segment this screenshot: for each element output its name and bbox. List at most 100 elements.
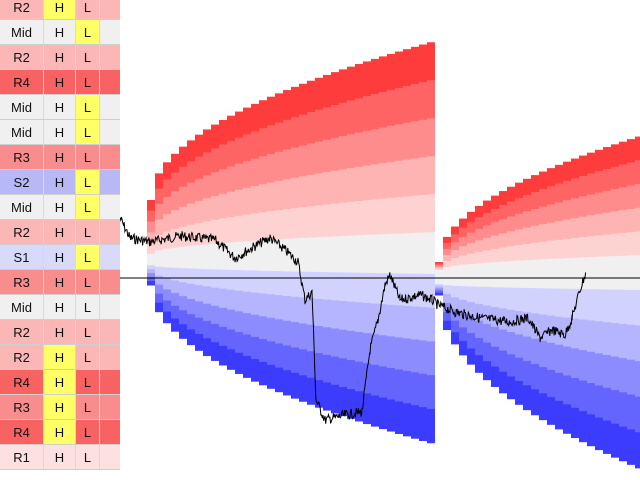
support-band xyxy=(499,371,507,394)
resistance-band xyxy=(211,124,219,149)
mid-band xyxy=(363,234,371,273)
support-band xyxy=(315,326,323,354)
resistance-band xyxy=(515,182,523,199)
support-band xyxy=(371,364,379,396)
resistance-band xyxy=(555,239,563,260)
support-band xyxy=(491,326,499,348)
resistance-band xyxy=(387,125,395,163)
resistance-band xyxy=(219,218,227,244)
mid-band xyxy=(419,232,427,274)
support-band xyxy=(355,331,363,363)
resistance-band xyxy=(275,151,283,182)
row-spacer xyxy=(100,95,120,119)
resistance-band xyxy=(475,240,483,253)
support-band xyxy=(563,288,571,319)
resistance-band xyxy=(179,206,187,228)
support-band xyxy=(531,364,539,390)
low-cell: L xyxy=(76,270,100,294)
resistance-band xyxy=(211,148,219,173)
support-band xyxy=(315,298,323,327)
support-band xyxy=(147,277,155,282)
level-label: R2 xyxy=(0,220,44,244)
resistance-band xyxy=(235,215,243,243)
resistance-band xyxy=(259,184,267,213)
low-cell: L xyxy=(76,95,100,119)
resistance-band xyxy=(347,168,355,203)
support-band xyxy=(555,400,563,430)
support-band xyxy=(379,273,387,305)
high-cell: H xyxy=(44,295,76,319)
resistance-band xyxy=(459,237,467,247)
resistance-band xyxy=(587,215,595,237)
support-band xyxy=(251,314,259,338)
resistance-band xyxy=(371,94,379,130)
level-label: Mid xyxy=(0,120,44,144)
resistance-band xyxy=(435,268,443,271)
resistance-band xyxy=(283,209,291,240)
support-band xyxy=(571,407,579,439)
high-cell: H xyxy=(44,45,76,69)
level-label: S2 xyxy=(0,170,44,194)
support-band xyxy=(595,417,603,451)
support-band xyxy=(339,329,347,359)
row-spacer xyxy=(100,145,120,169)
support-band xyxy=(395,305,403,338)
resistance-band xyxy=(155,188,163,205)
support-band xyxy=(459,341,467,356)
level-label: R4 xyxy=(0,70,44,94)
resistance-band xyxy=(403,159,411,197)
support-band xyxy=(155,293,163,304)
low-cell: L xyxy=(76,45,100,69)
level-row: Mid H L xyxy=(0,195,120,220)
resistance-band xyxy=(435,262,443,265)
mid-band xyxy=(579,257,587,290)
low-cell: L xyxy=(76,170,100,194)
level-label: R2 xyxy=(0,320,44,344)
support-band xyxy=(219,307,227,328)
resistance-band xyxy=(267,153,275,184)
support-band xyxy=(163,300,171,313)
resistance-band xyxy=(555,202,563,222)
support-band xyxy=(187,314,195,330)
resistance-band xyxy=(259,212,267,241)
support-band xyxy=(563,404,571,434)
level-label: R2 xyxy=(0,345,44,369)
resistance-band xyxy=(187,161,195,184)
high-cell: H xyxy=(44,195,76,219)
support-band xyxy=(443,311,451,322)
support-band xyxy=(387,273,395,306)
support-band xyxy=(459,313,467,328)
resistance-band xyxy=(491,208,499,223)
support-band xyxy=(275,295,283,320)
resistance-band xyxy=(515,198,523,215)
high-cell: H xyxy=(44,145,76,169)
support-band xyxy=(291,271,299,298)
resistance-band xyxy=(539,241,547,260)
support-band xyxy=(483,361,491,381)
resistance-band xyxy=(395,51,403,89)
support-band xyxy=(307,377,315,405)
support-band xyxy=(171,280,179,294)
resistance-band xyxy=(451,242,459,251)
resistance-band xyxy=(363,130,371,167)
support-band xyxy=(275,319,283,344)
support-band xyxy=(235,352,243,374)
resistance-band xyxy=(467,222,475,234)
low-cell: L xyxy=(76,220,100,244)
resistance-band xyxy=(275,210,283,240)
support-band xyxy=(435,284,443,287)
support-band xyxy=(595,289,603,322)
support-band xyxy=(459,327,467,342)
support-band xyxy=(571,378,579,409)
resistance-band xyxy=(579,175,587,197)
resistance-band xyxy=(243,134,251,162)
mid-band xyxy=(571,257,579,289)
mid-band xyxy=(371,234,379,273)
price-line xyxy=(120,216,587,424)
support-band xyxy=(611,289,619,324)
low-cell: L xyxy=(76,320,100,344)
support-band xyxy=(451,320,459,333)
level-row: R2 H L xyxy=(0,45,120,70)
resistance-band xyxy=(275,122,283,153)
support-band xyxy=(587,320,595,353)
